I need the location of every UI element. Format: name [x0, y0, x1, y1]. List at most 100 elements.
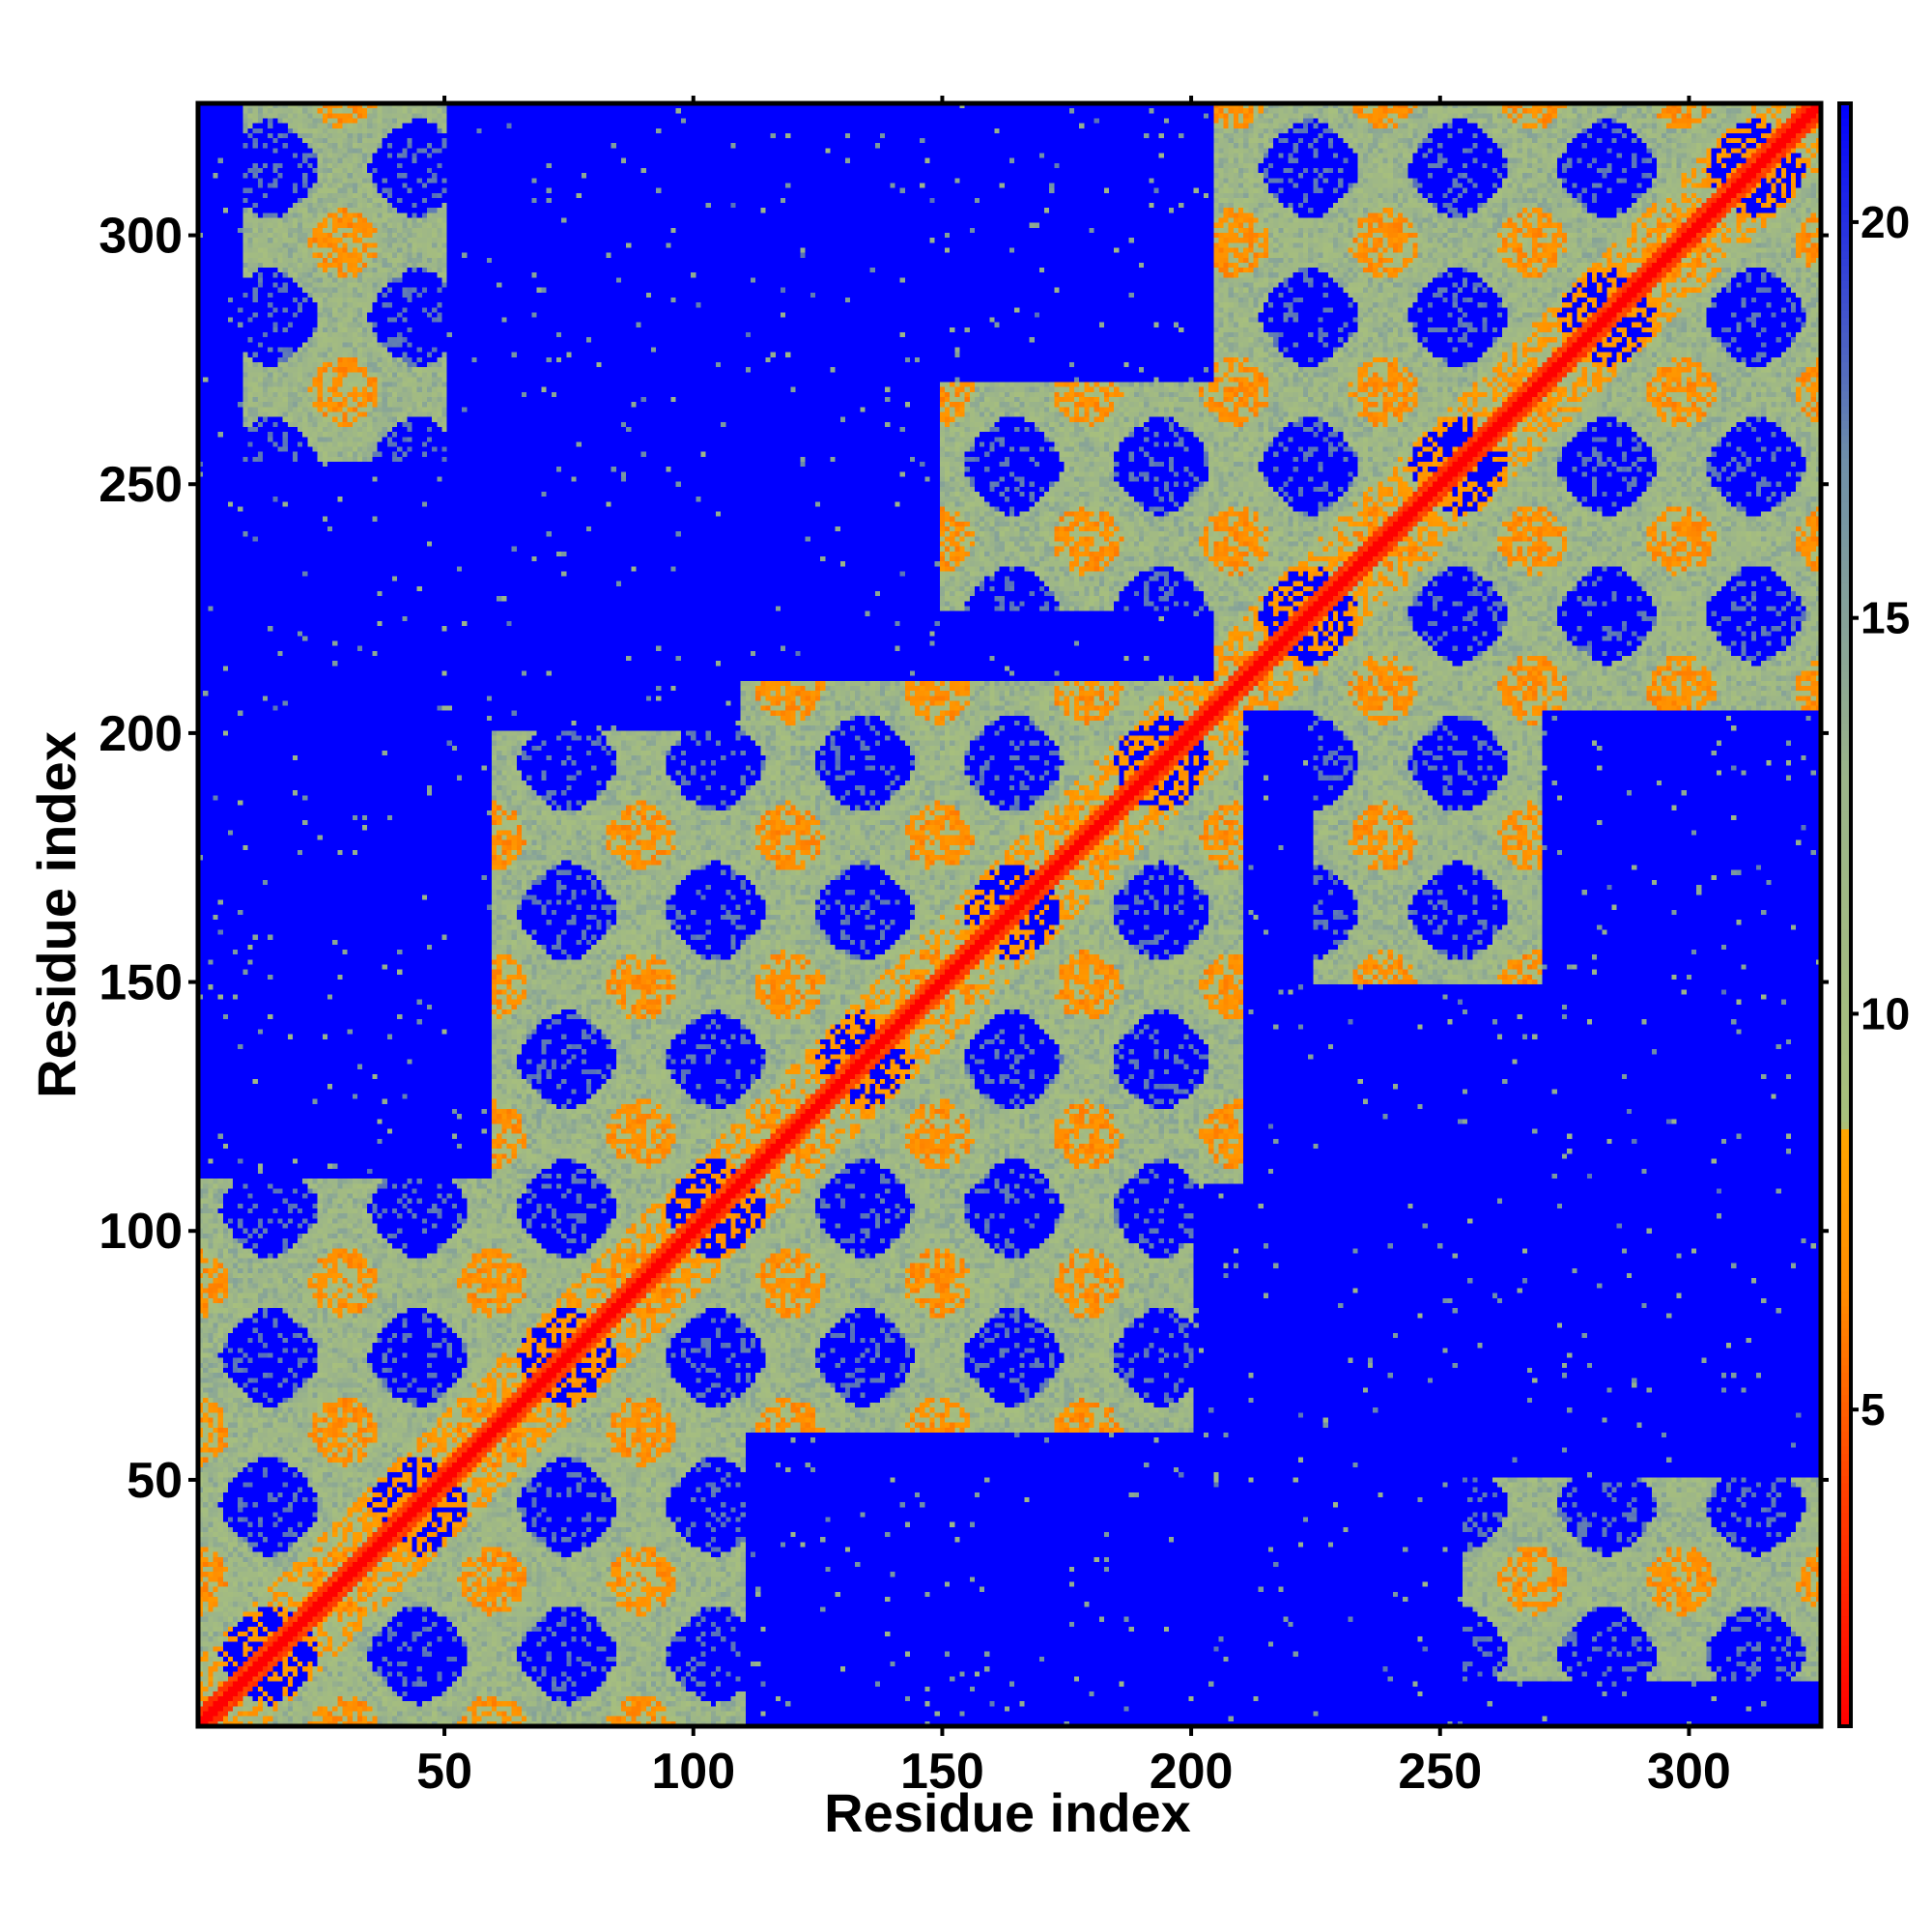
colorbar-segment — [1839, 1585, 1851, 1595]
colorbar-segment — [1839, 619, 1851, 628]
colorbar-segment — [1839, 996, 1851, 1005]
colorbar-segment — [1839, 885, 1851, 894]
colorbar-segment — [1839, 1490, 1851, 1498]
colorbar-segment — [1839, 206, 1851, 215]
colorbar-segment — [1839, 125, 1851, 134]
colorbar-segment — [1839, 1268, 1851, 1277]
colorbar-segment — [1839, 1121, 1851, 1130]
colorbar-segment — [1839, 605, 1851, 613]
colorbar-segment — [1839, 568, 1851, 577]
colorbar-segment — [1839, 1445, 1851, 1455]
colorbar-segment — [1839, 649, 1851, 658]
colorbar-segment — [1839, 656, 1851, 665]
colorbar-segment — [1839, 524, 1851, 532]
colorbar-segment — [1839, 700, 1851, 709]
colorbar-segment — [1839, 1128, 1851, 1137]
colorbar-segment — [1839, 457, 1851, 466]
y-axis-label: Residue index — [26, 731, 87, 1098]
colorbar-segment — [1839, 811, 1851, 820]
colorbar-segment — [1839, 1526, 1851, 1536]
colorbar-segment — [1839, 759, 1851, 768]
colorbar-segment — [1839, 1623, 1851, 1632]
colorbar-segment — [1839, 213, 1851, 222]
colorbar-segment — [1839, 191, 1851, 200]
colorbar-segment — [1839, 737, 1851, 746]
colorbar-segment — [1839, 907, 1851, 916]
colorbar-segment — [1839, 1711, 1851, 1719]
colorbar-segment — [1839, 516, 1851, 525]
colorbar-segment — [1839, 384, 1851, 392]
colorbar-segment — [1839, 671, 1851, 680]
colorbar-segment — [1839, 221, 1851, 230]
colorbar-segment — [1839, 611, 1851, 621]
colorbar-segment — [1839, 243, 1851, 252]
colorbar-segment — [1839, 730, 1851, 739]
colorbar-segment — [1839, 1232, 1851, 1240]
colorbar-segment — [1839, 1534, 1851, 1543]
colorbar-segment — [1839, 1033, 1851, 1041]
colorbar-segment — [1839, 590, 1851, 599]
colorbar-segment — [1839, 582, 1851, 591]
x-axis-label: Residue index — [824, 1782, 1191, 1843]
colorbar-segment — [1839, 855, 1851, 865]
colorbar-segment — [1839, 575, 1851, 583]
colorbar-segment — [1839, 177, 1851, 185]
colorbar-segment — [1839, 1386, 1851, 1395]
colorbar-segment — [1839, 509, 1851, 518]
colorbar-segment — [1839, 1313, 1851, 1321]
colorbar-segment — [1839, 1682, 1851, 1690]
colorbar-segment — [1839, 745, 1851, 753]
colorbar-segment — [1839, 929, 1851, 938]
y-axis-ticks: 50 100 150 200 250 300 — [99, 209, 1829, 1509]
colorbar-segment — [1839, 162, 1851, 171]
x-tick-label: 150 — [900, 1744, 984, 1800]
colorbar-segment — [1839, 236, 1851, 244]
colorbar-segment — [1839, 796, 1851, 806]
colorbar-segment — [1839, 1321, 1851, 1329]
colorbar-ticks: 5 10 15 20 — [1851, 197, 1910, 1435]
colorbar-segment — [1839, 597, 1851, 606]
colorbar-segment — [1839, 826, 1851, 835]
colorbar-segment — [1839, 840, 1851, 849]
colorbar-segment — [1839, 479, 1851, 488]
colorbar-segment — [1839, 774, 1851, 783]
heatmap-cells — [198, 103, 1821, 1726]
colorbar-segment — [1839, 361, 1851, 370]
colorbar-tick-label: 10 — [1861, 988, 1910, 1038]
colorbar-segment — [1839, 678, 1851, 687]
colorbar-segment — [1839, 1704, 1851, 1713]
colorbar-segment — [1839, 1423, 1851, 1433]
colorbar-segment — [1839, 250, 1851, 259]
colorbar-segment — [1839, 435, 1851, 443]
colorbar-segment — [1839, 309, 1851, 319]
colorbar-segment — [1839, 1689, 1851, 1698]
colorbar-segment — [1839, 1467, 1851, 1476]
colorbar-segment — [1839, 1158, 1851, 1167]
colorbar-segment — [1839, 1217, 1851, 1226]
colorbar-segment — [1839, 1202, 1851, 1211]
colorbar-segment — [1839, 848, 1851, 857]
colorbar-segment — [1839, 1179, 1851, 1189]
colorbar-segment — [1839, 958, 1851, 968]
colorbar-segment — [1839, 899, 1851, 908]
y-tick-label: 50 — [127, 1453, 183, 1509]
colorbar-segment — [1839, 1143, 1851, 1151]
colorbar-segment — [1839, 1165, 1851, 1174]
colorbar-segment — [1839, 664, 1851, 672]
colorbar-segment — [1839, 530, 1851, 540]
colorbar-segment — [1839, 1291, 1851, 1299]
colorbar-segment — [1839, 944, 1851, 952]
colorbar-segment — [1839, 1408, 1851, 1417]
colorbar-segment — [1839, 1564, 1851, 1573]
colorbar-segment — [1839, 339, 1851, 348]
colorbar-segment — [1839, 1335, 1851, 1344]
colorbar-segment — [1839, 693, 1851, 702]
y-tick-label: 250 — [99, 457, 183, 513]
colorbar-segment — [1839, 199, 1851, 208]
colorbar-segment — [1839, 1209, 1851, 1218]
colorbar-segment — [1839, 1276, 1851, 1285]
colorbar-segment — [1839, 185, 1851, 193]
colorbar-segment — [1839, 1151, 1851, 1159]
x-tick-label: 100 — [651, 1744, 735, 1800]
colorbar-segment — [1839, 1556, 1851, 1565]
